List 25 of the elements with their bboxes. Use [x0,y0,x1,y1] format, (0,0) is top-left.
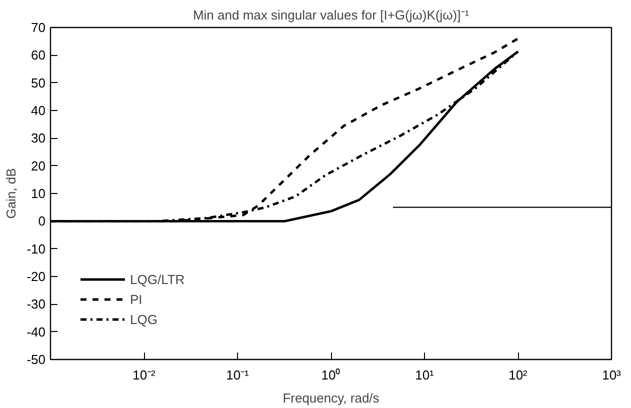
x-tick-label: 10³ [602,368,622,382]
y-tick-label: -20 [26,269,46,284]
chart-title: Min and max singular values for [I+G(jω)K(jω)]⁻¹ [192,8,470,22]
y-tick-label: -40 [26,324,46,340]
y-tick-label: 40 [31,103,46,118]
x-tick-label: 10⁻¹ [226,368,250,382]
x-tick-label: 10² [508,368,528,382]
x-axis-title: Frequency, rad/s [282,390,380,406]
x-tick-label: 10¹ [415,368,435,382]
y-tick-label: 70 [31,20,46,35]
y-tick-label: 50 [31,75,46,90]
legend-label: PI [130,292,144,306]
legend-label: LQG [130,312,158,326]
y-tick-label: 0 [38,214,46,229]
y-tick-label: 20 [31,158,46,174]
legend-label: LQG/LTR [130,272,185,286]
y-tick-label: 60 [31,48,46,63]
x-tick-label: 10⁰ [321,368,341,382]
y-tick-label: 30 [31,130,46,146]
y-axis-title: Gain, dB [4,168,19,219]
x-tick-label: 10⁻² [132,368,156,382]
y-tick-label: 10 [31,186,46,201]
y-tick-label: -10 [26,241,46,256]
y-tick-label: -30 [26,296,46,312]
y-tick-label: -50 [26,352,46,367]
